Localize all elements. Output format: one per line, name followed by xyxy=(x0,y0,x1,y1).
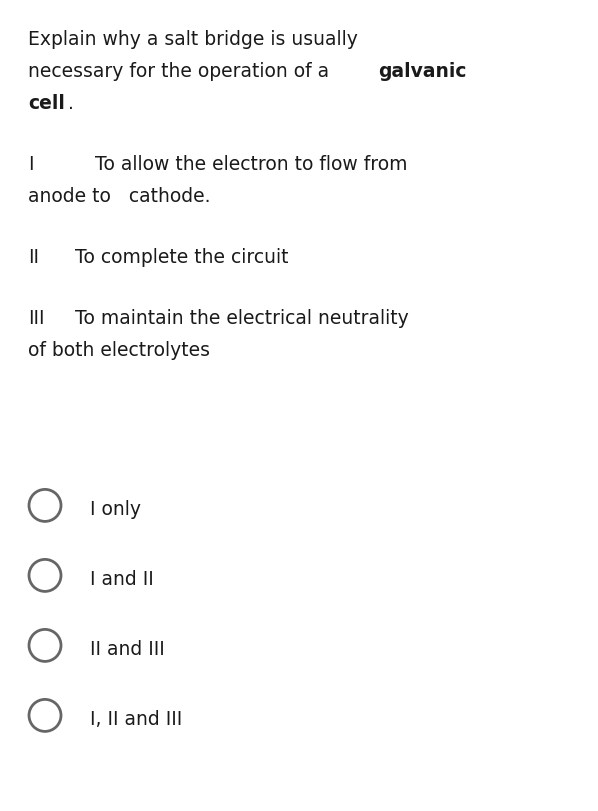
Text: Explain why a salt bridge is usually: Explain why a salt bridge is usually xyxy=(28,30,358,49)
Text: of both electrolytes: of both electrolytes xyxy=(28,341,210,359)
Text: .: . xyxy=(68,94,74,113)
Text: I, II and III: I, II and III xyxy=(90,709,182,728)
Text: III: III xyxy=(28,309,44,328)
Text: I: I xyxy=(28,155,33,174)
Text: To complete the circuit: To complete the circuit xyxy=(75,247,288,267)
Text: I only: I only xyxy=(90,500,141,518)
Text: To maintain the electrical neutrality: To maintain the electrical neutrality xyxy=(75,309,409,328)
Text: anode to   cathode.: anode to cathode. xyxy=(28,187,210,206)
Text: galvanic: galvanic xyxy=(378,62,466,81)
Text: necessary for the operation of a: necessary for the operation of a xyxy=(28,62,335,81)
Text: II and III: II and III xyxy=(90,639,165,659)
Text: To allow the electron to flow from: To allow the electron to flow from xyxy=(95,155,407,174)
Text: II: II xyxy=(28,247,39,267)
Text: cell: cell xyxy=(28,94,65,113)
Text: I and II: I and II xyxy=(90,569,154,588)
